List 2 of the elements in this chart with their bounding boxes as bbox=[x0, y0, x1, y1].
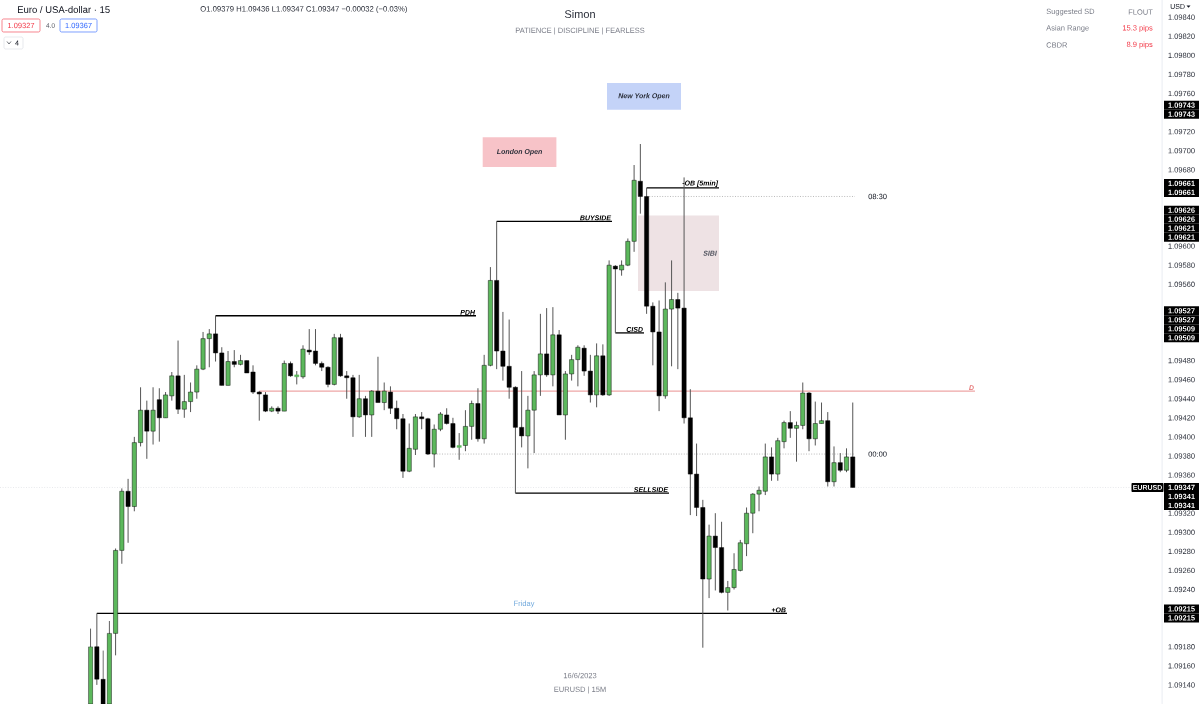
text: Simon bbox=[564, 9, 595, 19]
annotation: Euro / USA-dollar · 15 bbox=[18, 6, 110, 13]
